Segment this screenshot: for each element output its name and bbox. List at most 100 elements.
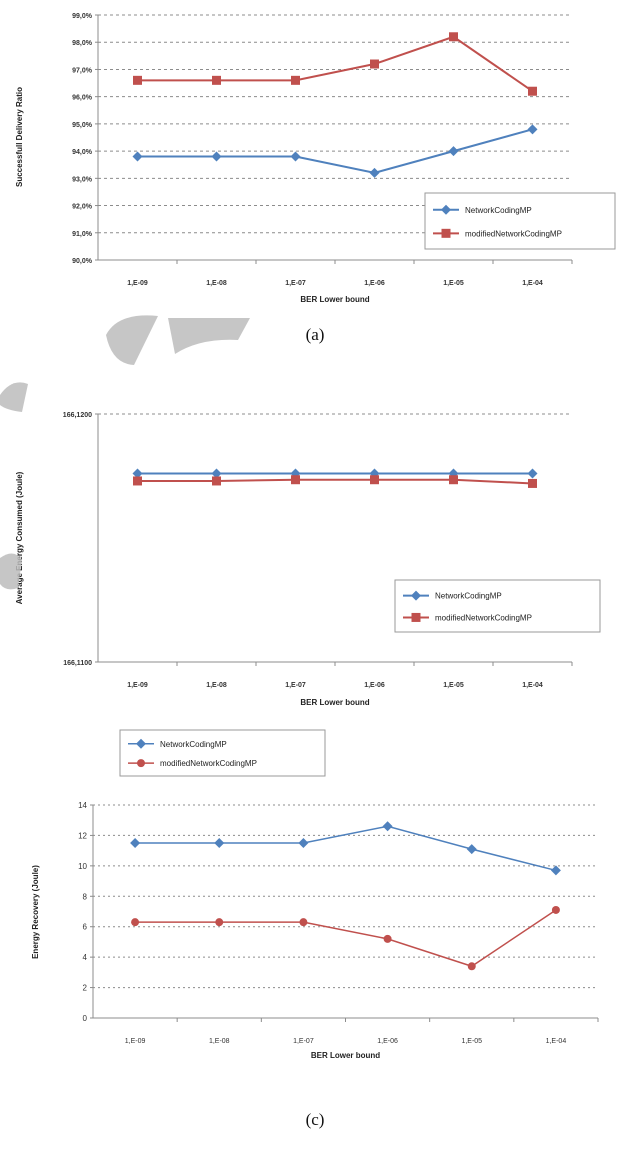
x-tick-label: 1,E-07 (293, 1038, 314, 1045)
data-point (370, 59, 379, 69)
y-tick-label: 94,0% (72, 149, 93, 156)
y-tick-label: 90,0% (72, 258, 93, 265)
y-axis-title: Average Energy Consumed (Joule) (15, 471, 24, 604)
series-line (135, 909, 557, 968)
legend: NetworkCodingMP modifiedNetworkCodingMP (424, 192, 616, 250)
x-tick-label: 1,E-07 (285, 280, 306, 287)
x-tick-label: 1,E-06 (377, 1038, 398, 1045)
series-networkcodingmp (132, 468, 538, 479)
data-point (528, 478, 537, 488)
series-line (137, 35, 534, 93)
data-point (441, 204, 451, 215)
legend-entry: modifiedNetworkCodingMP (403, 612, 532, 622)
legend-label: modifiedNetworkCodingMP (435, 613, 532, 622)
data-point (383, 934, 392, 943)
chart-a: 90,0% 91,0% 92,0% 93,0% 94,0% 95,0% 96,0% 97,0%… (15, 13, 616, 344)
legend-box (119, 729, 326, 777)
series-modifiednetworkcodingmp (131, 905, 560, 971)
legend-label: modifiedNetworkCodingMP (160, 759, 257, 768)
legend-entry: NetworkCodingMP (433, 204, 532, 215)
x-tick-label: 1,E-09 (125, 1038, 146, 1045)
data-point (441, 228, 451, 238)
y-tick-label: 91,0% (72, 231, 93, 238)
y-tick-label: 166,1100 (63, 660, 92, 667)
legend: NetworkCodingMP modifiedNetworkCodingMP (119, 729, 326, 777)
legend-label: NetworkCodingMP (435, 592, 502, 601)
legend-entry: modifiedNetworkCodingMP (128, 759, 257, 768)
x-axis-title: BER Lower bound (311, 1051, 380, 1060)
data-point (212, 75, 221, 85)
legend: NetworkCodingMP modifiedNetworkCodingMP (394, 579, 601, 633)
legend-label: modifiedNetworkCodingMP (465, 229, 562, 238)
data-point (411, 590, 421, 601)
data-point (212, 476, 221, 486)
data-point (136, 738, 146, 749)
data-point (291, 475, 300, 485)
y-tick-label: 14 (78, 801, 87, 810)
x-axis-title: BER Lower bound (300, 698, 369, 707)
data-point (369, 167, 380, 178)
y-tick-label: 4 (83, 953, 88, 962)
legend-entry: NetworkCodingMP (128, 738, 227, 749)
y-tick-label: 6 (83, 923, 88, 932)
series-modifiednetworkcodingmp (133, 32, 537, 96)
y-axis-title: Successfull Delivery Ratio (15, 87, 24, 187)
data-point (215, 918, 224, 927)
data-point (132, 468, 143, 479)
series-networkcodingmp (132, 124, 538, 178)
x-tick-label: 1,E-04 (522, 682, 543, 689)
data-point (298, 838, 309, 849)
data-point (527, 468, 538, 479)
data-point (133, 476, 142, 486)
series-line (137, 128, 533, 174)
y-tick-label: 95,0% (72, 122, 93, 129)
x-tick-label: 1,E-05 (443, 682, 464, 689)
data-point (449, 32, 458, 42)
series-networkcodingmp (130, 821, 561, 876)
x-tick-label: 1,E-05 (461, 1038, 482, 1045)
data-point (527, 124, 538, 135)
x-tick-label: 1,E-09 (127, 280, 148, 287)
legend-entry: modifiedNetworkCodingMP (433, 228, 562, 238)
figure-caption: (a) (306, 325, 325, 344)
x-tick-label: 1,E-05 (443, 280, 464, 287)
data-point (211, 151, 222, 162)
y-tick-label: 98,0% (72, 40, 93, 47)
legend-label: NetworkCodingMP (160, 740, 227, 749)
data-point (467, 962, 476, 971)
y-tick-label: 97,0% (72, 67, 93, 74)
x-tick-label: 1,E-04 (546, 1038, 567, 1045)
x-tick-label: 1,E-04 (522, 280, 543, 287)
legend-box (394, 579, 601, 633)
x-tick-label: 1,E-08 (209, 1038, 230, 1045)
data-point (382, 821, 393, 832)
y-axis-title: Energy Recovery (Joule) (31, 865, 40, 959)
y-tick-label: 99,0% (72, 13, 93, 20)
y-tick-label: 12 (78, 831, 87, 840)
y-tick-label: 0 (83, 1014, 88, 1023)
data-point (290, 151, 301, 162)
x-tick-label: 1,E-08 (206, 682, 227, 689)
data-point (214, 838, 225, 849)
legend-box (424, 192, 616, 250)
series-line (137, 478, 533, 485)
data-point (528, 86, 537, 96)
data-point (466, 844, 477, 855)
chart-c: 0 2 4 6 8 10 12 14 1,E-09 1,E-08 1,E-07 1,E-06 1,E-0… (31, 729, 599, 1129)
y-tick-label: 96,0% (72, 95, 93, 102)
data-point (449, 475, 458, 485)
data-point (370, 475, 379, 485)
x-tick-label: 1,E-09 (127, 682, 148, 689)
data-point (137, 759, 145, 768)
y-tick-label: 2 (83, 984, 88, 993)
chart-b: 166,1100 166,1200 1,E-09 1,E-08 1,E-07 1,E-06… (15, 412, 601, 756)
data-point (551, 905, 560, 914)
series-modifiednetworkcodingmp (133, 475, 537, 488)
x-tick-label: 1,E-07 (285, 682, 306, 689)
x-axis-title: BER Lower bound (300, 295, 369, 304)
x-tick-label: 1,E-06 (364, 280, 385, 287)
y-tick-label: 93,0% (72, 176, 93, 183)
data-point (133, 75, 142, 85)
x-tick-label: 1,E-08 (206, 280, 227, 287)
